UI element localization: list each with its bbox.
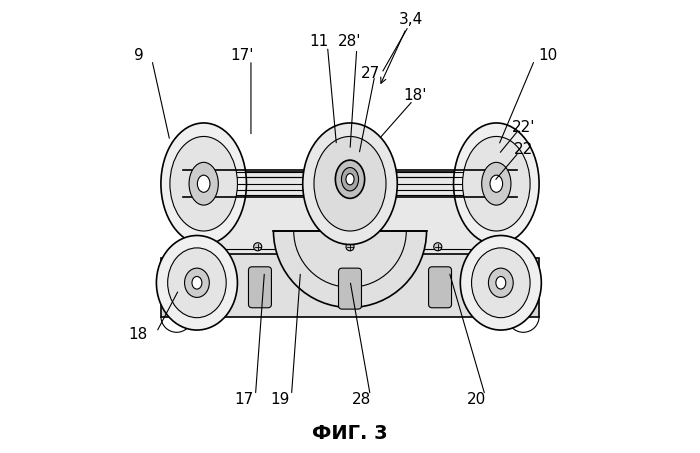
Ellipse shape [185,268,209,298]
FancyBboxPatch shape [339,268,361,309]
Ellipse shape [461,236,541,330]
Ellipse shape [346,173,354,185]
Ellipse shape [170,136,237,231]
Ellipse shape [189,162,218,205]
Text: 9: 9 [134,48,143,63]
Ellipse shape [496,276,506,289]
Bar [476,258,539,317]
Text: 28': 28' [338,34,362,49]
Ellipse shape [197,175,210,192]
Wedge shape [274,231,426,308]
Text: 18: 18 [129,327,148,342]
Ellipse shape [434,243,442,251]
FancyBboxPatch shape [428,267,452,308]
Ellipse shape [463,136,530,231]
Text: 27: 27 [360,66,380,81]
Bar [211,177,489,249]
Bar [161,258,224,317]
Ellipse shape [454,123,539,245]
Ellipse shape [161,123,246,245]
Text: 20: 20 [466,392,486,407]
Text: 11: 11 [309,34,328,49]
Text: 18': 18' [403,88,427,103]
Text: 22: 22 [514,142,533,158]
Text: 3,4: 3,4 [399,12,423,27]
Ellipse shape [472,248,530,318]
Ellipse shape [342,168,358,191]
Ellipse shape [192,276,202,289]
Text: 28: 28 [351,392,371,407]
Ellipse shape [335,160,365,198]
Ellipse shape [482,162,511,205]
Bar [206,173,494,254]
Text: ФИГ. 3: ФИГ. 3 [312,424,388,443]
Ellipse shape [314,136,386,231]
Ellipse shape [253,243,262,251]
Ellipse shape [302,123,398,245]
Ellipse shape [156,236,237,330]
Ellipse shape [490,175,503,192]
Ellipse shape [168,248,226,318]
Text: 19: 19 [270,392,290,407]
Ellipse shape [346,243,354,251]
Ellipse shape [489,268,513,298]
Text: 17': 17' [230,48,253,63]
Text: 22': 22' [512,120,535,135]
FancyBboxPatch shape [248,267,272,308]
Text: 17: 17 [234,392,254,407]
Text: 10: 10 [538,48,558,63]
Bar [219,247,481,317]
